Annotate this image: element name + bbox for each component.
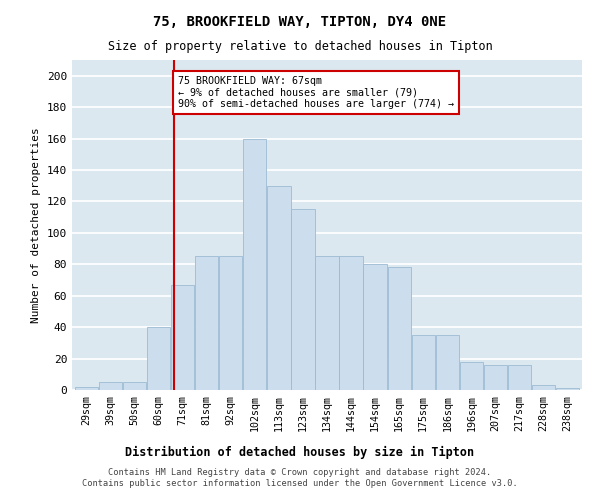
Bar	[436, 335, 459, 390]
Y-axis label: Number of detached properties: Number of detached properties	[31, 127, 41, 323]
Bar	[460, 362, 483, 390]
Bar	[171, 284, 194, 390]
Bar	[388, 268, 411, 390]
Bar	[267, 186, 290, 390]
Bar	[340, 256, 363, 390]
Bar	[556, 388, 579, 390]
Bar	[99, 382, 122, 390]
Bar	[291, 210, 314, 390]
Text: Distribution of detached houses by size in Tipton: Distribution of detached houses by size …	[125, 446, 475, 459]
Bar	[484, 365, 507, 390]
Bar	[532, 386, 555, 390]
Bar	[316, 256, 338, 390]
Bar	[123, 382, 146, 390]
Bar	[412, 335, 435, 390]
Bar	[219, 256, 242, 390]
Text: Contains HM Land Registry data © Crown copyright and database right 2024.
Contai: Contains HM Land Registry data © Crown c…	[82, 468, 518, 487]
Bar	[508, 365, 531, 390]
Text: 75 BROOKFIELD WAY: 67sqm
← 9% of detached houses are smaller (79)
90% of semi-de: 75 BROOKFIELD WAY: 67sqm ← 9% of detache…	[178, 76, 454, 109]
Bar	[195, 256, 218, 390]
Bar	[75, 387, 98, 390]
Bar	[243, 138, 266, 390]
Bar	[147, 327, 170, 390]
Text: 75, BROOKFIELD WAY, TIPTON, DY4 0NE: 75, BROOKFIELD WAY, TIPTON, DY4 0NE	[154, 15, 446, 29]
Bar	[364, 264, 387, 390]
Text: Size of property relative to detached houses in Tipton: Size of property relative to detached ho…	[107, 40, 493, 53]
